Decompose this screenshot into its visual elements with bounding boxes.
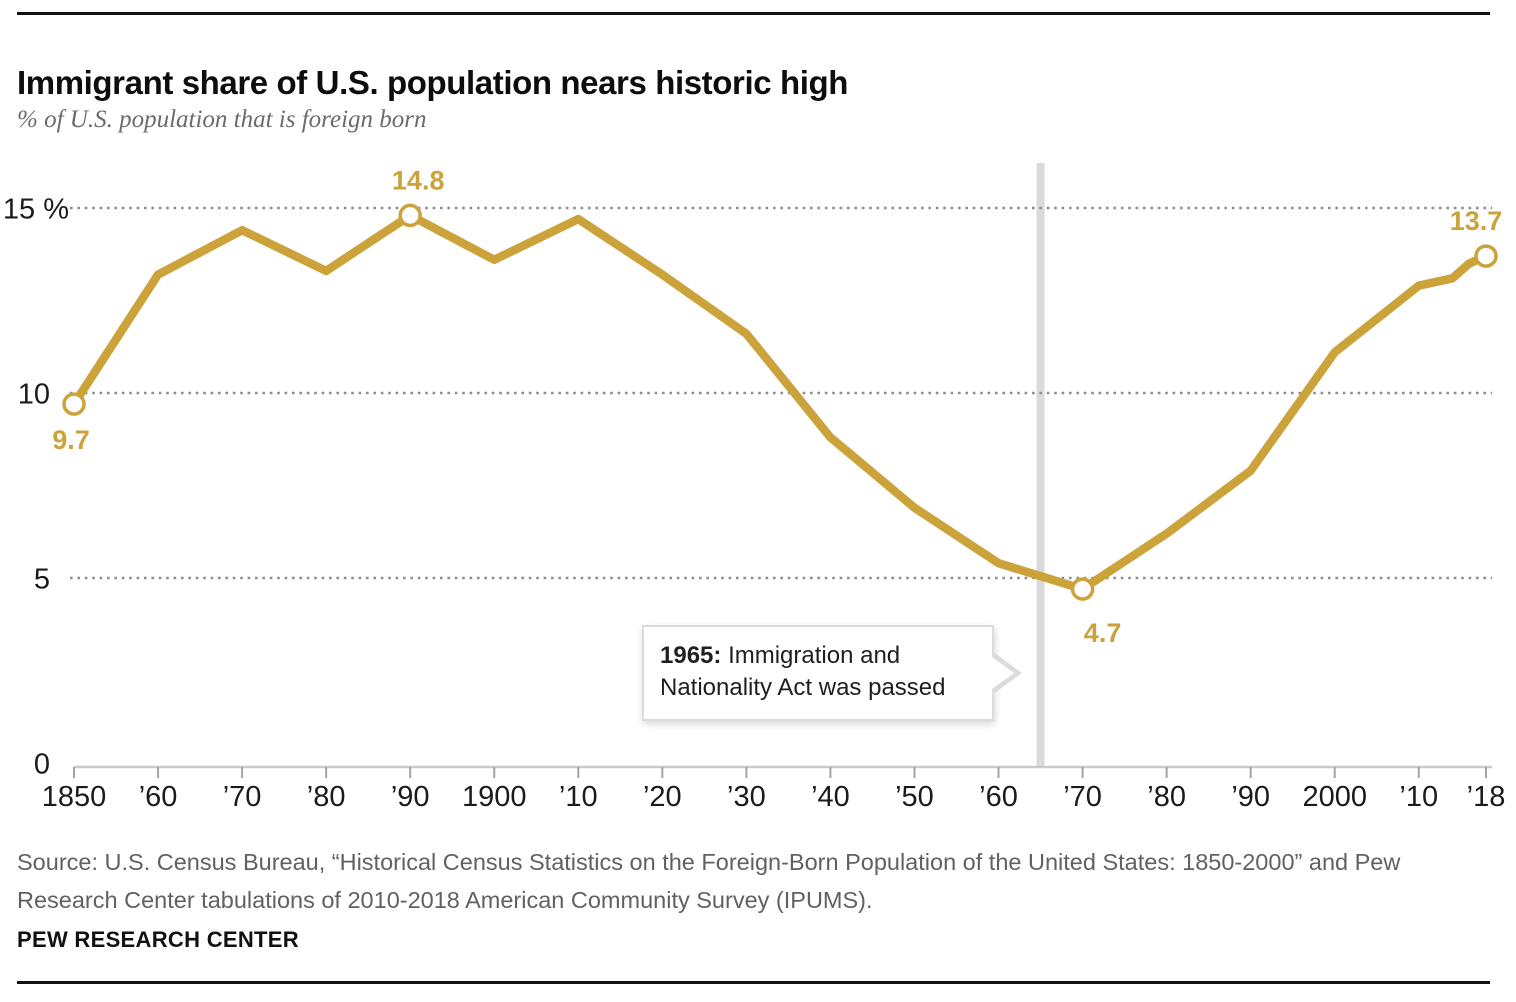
annotation-line1: Immigration and xyxy=(728,642,901,669)
x-tick-label-1950: ’50 xyxy=(895,781,934,813)
source-line-1: Source: U.S. Census Bureau, “Historical … xyxy=(17,849,1401,875)
top-rule xyxy=(17,12,1490,15)
chart-subtitle: % of U.S. population that is foreign bor… xyxy=(17,106,427,133)
x-tick-label-1940: ’40 xyxy=(811,781,850,813)
y-tick-label-15: 15 % xyxy=(3,194,69,226)
x-tick-label-1890: ’90 xyxy=(391,781,430,813)
page-title: Immigrant share of U.S. population nears… xyxy=(17,64,849,102)
x-tick-label-1860: ’60 xyxy=(139,781,178,813)
annotation-year: 1965: xyxy=(660,642,722,669)
x-tick-label-1900: 1900 xyxy=(462,781,527,813)
value-label-2018: 13.7 xyxy=(1450,206,1503,236)
x-tick-label-2010: ’10 xyxy=(1399,781,1438,813)
value-label-1850: 9.7 xyxy=(52,425,90,455)
source-note: Source: U.S. Census Bureau, “Historical … xyxy=(17,843,1467,919)
x-tick-label-1910: ’10 xyxy=(559,781,598,813)
x-tick-label-1880: ’80 xyxy=(307,781,346,813)
callout-arrow xyxy=(988,651,1022,695)
x-tick-label-1980: ’80 xyxy=(1147,781,1186,813)
value-label-1890: 14.8 xyxy=(392,165,445,195)
x-tick-label-2018: ’18 xyxy=(1467,781,1506,813)
data-point-marker-1970 xyxy=(1070,577,1095,601)
y-tick-label-10: 10 xyxy=(18,379,50,411)
callout-arrow-fill xyxy=(988,654,1014,692)
annotation-text: 1965: Immigration and Nationality Act wa… xyxy=(644,627,992,704)
value-label-1970: 4.7 xyxy=(1084,618,1122,648)
bottom-rule xyxy=(17,981,1490,984)
data-point-marker-2018 xyxy=(1474,244,1498,268)
x-tick-label-2000: 2000 xyxy=(1302,781,1367,813)
x-tick-label-1930: ’30 xyxy=(727,781,766,813)
data-point-marker-1890 xyxy=(398,203,422,228)
y-tick-label-0: 0 xyxy=(34,749,50,781)
x-tick-label-1920: ’20 xyxy=(643,781,682,813)
data-line-foreign-born-share xyxy=(69,211,1491,594)
brand-footer: PEW RESEARCH CENTER xyxy=(17,927,299,952)
x-tick-label-1870: ’70 xyxy=(223,781,262,813)
source-line-2: Research Center tabulations of 2010-2018… xyxy=(17,887,873,913)
x-tick-label-1960: ’60 xyxy=(979,781,1018,813)
x-tick-label-1970: ’70 xyxy=(1063,781,1102,813)
x-tick-label-1850: 1850 xyxy=(42,781,107,813)
y-tick-label-5: 5 xyxy=(34,564,50,596)
annotation-line2: Nationality Act was passed xyxy=(660,674,946,701)
x-tick-label-1990: ’90 xyxy=(1231,781,1270,813)
data-point-marker-1850 xyxy=(62,392,86,416)
annotation-callout: 1965: Immigration and Nationality Act wa… xyxy=(642,625,1022,721)
